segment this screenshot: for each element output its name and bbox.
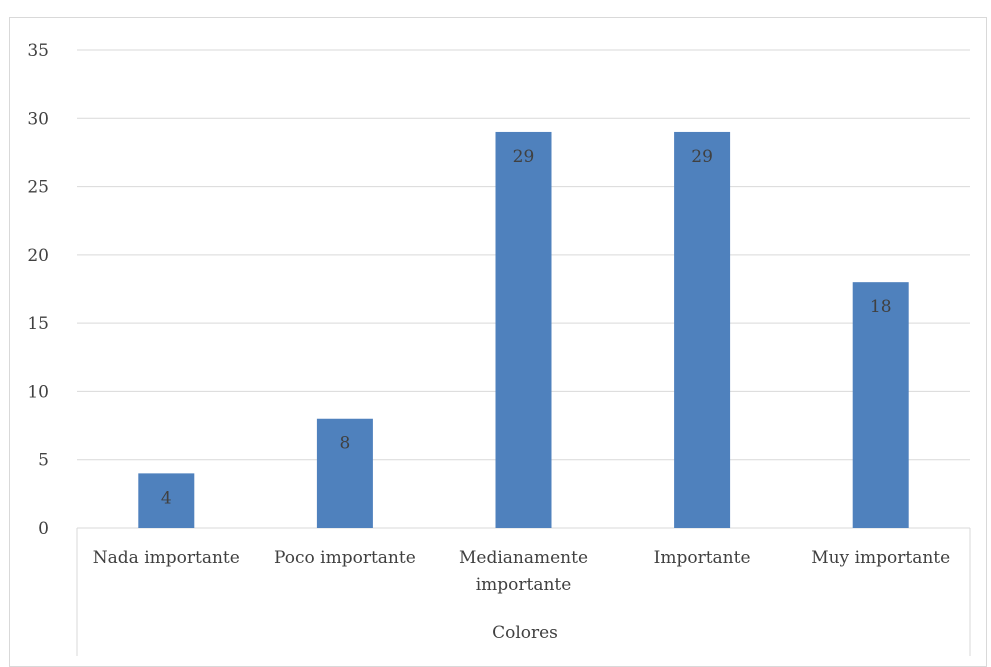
category-label: Muy importante [811, 548, 950, 568]
category-label-line: Nada importante [93, 548, 240, 568]
bar [316, 418, 373, 528]
bar [674, 131, 731, 528]
y-axis-tick-labels: 0 5 10 15 20 25 30 35 [27, 41, 49, 539]
category-label-line: importante [476, 575, 572, 595]
x-axis-category-labels: Nada importante Poco importante Medianamen… [93, 548, 950, 595]
category-label: Importante [654, 548, 751, 568]
category-label: Nada importante [93, 548, 240, 568]
data-label: 29 [691, 147, 713, 167]
y-tick-label: 15 [27, 314, 49, 334]
y-tick-label: 20 [27, 246, 49, 266]
bar [495, 131, 552, 528]
x-axis-group-label: Colores [492, 623, 558, 643]
category-label: Medianamente importante [459, 548, 588, 595]
category-label-line: Importante [654, 548, 751, 568]
bar [138, 473, 195, 528]
y-tick-label: 5 [38, 451, 49, 471]
x-axis-group: Colores [492, 623, 558, 643]
data-label: 8 [339, 434, 350, 454]
gridlines [76, 49, 971, 656]
data-label: 18 [870, 297, 892, 317]
data-label: 29 [513, 147, 535, 167]
bar [852, 282, 909, 528]
data-labels: 4 8 29 29 18 [161, 147, 892, 508]
y-tick-label: 0 [38, 519, 49, 539]
bars [138, 131, 909, 528]
category-label: Poco importante [274, 548, 416, 568]
y-tick-label: 30 [27, 109, 49, 129]
data-label: 4 [161, 488, 172, 508]
category-label-line: Medianamente [459, 548, 588, 568]
category-label-line: Poco importante [274, 548, 416, 568]
y-tick-label: 35 [27, 41, 49, 61]
y-tick-label: 10 [27, 382, 49, 402]
y-tick-label: 25 [27, 178, 49, 198]
category-label-line: Muy importante [811, 548, 950, 568]
